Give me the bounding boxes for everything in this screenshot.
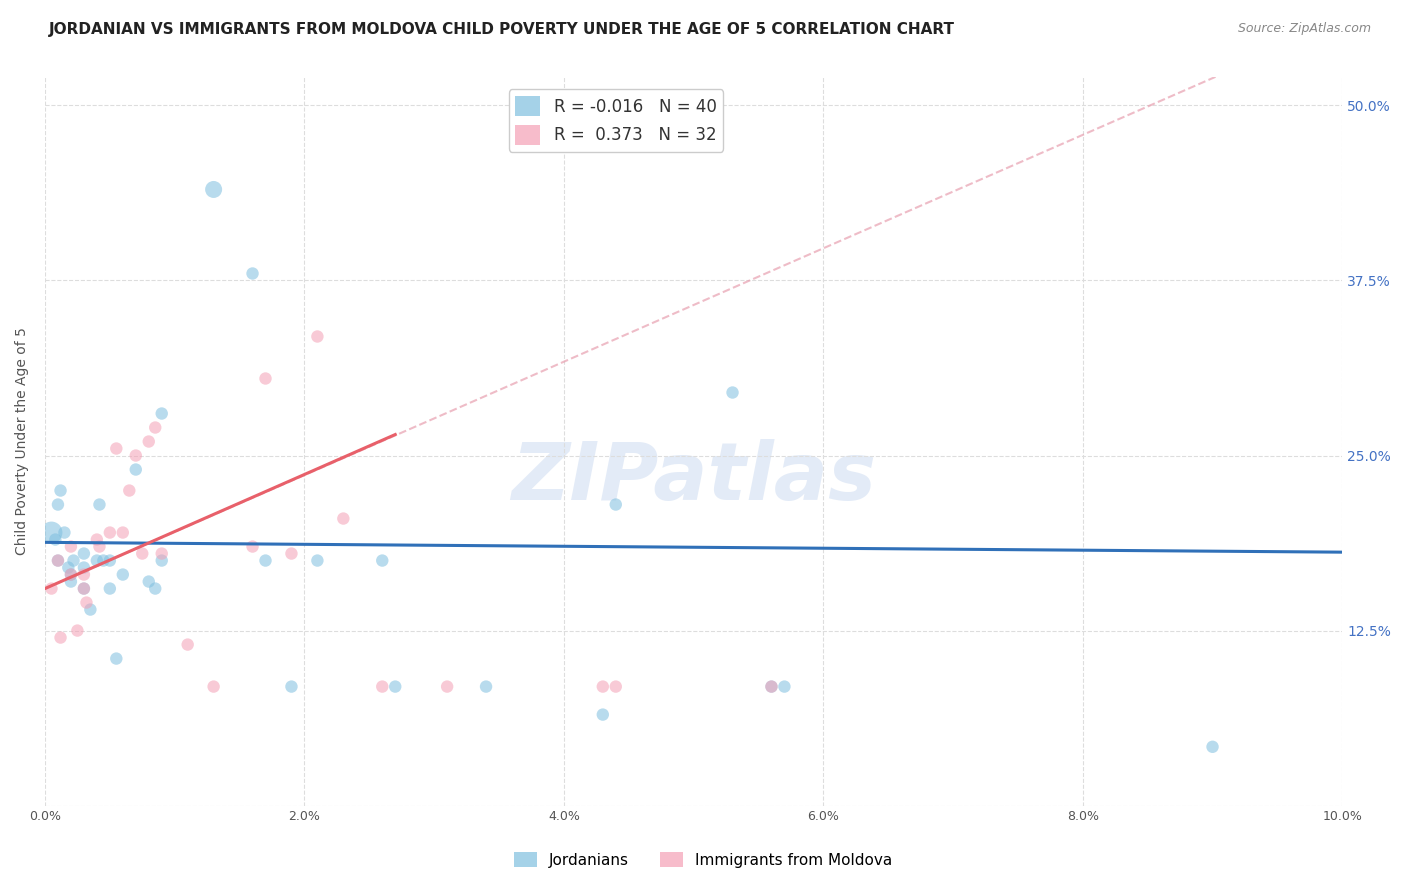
Point: [73, 582, 96, 596]
Point: [242, 540, 264, 554]
Text: Source: ZipAtlas.com: Source: ZipAtlas.com: [1237, 22, 1371, 36]
Point: [58, 560, 80, 574]
Point: [59, 567, 82, 582]
Point: [143, 420, 166, 434]
Point: [105, 651, 128, 665]
Point: [73, 567, 96, 582]
Point: [86, 553, 108, 567]
Point: [138, 574, 160, 589]
Point: [307, 553, 329, 567]
Point: [202, 680, 225, 694]
Point: [150, 407, 173, 421]
Point: [118, 483, 141, 498]
Point: [592, 707, 614, 722]
Point: [46, 553, 69, 567]
Point: [131, 547, 153, 561]
Point: [254, 371, 277, 385]
Point: [384, 680, 406, 694]
Point: [49, 483, 72, 498]
Point: [150, 547, 173, 561]
Point: [138, 434, 160, 449]
Point: [761, 680, 783, 694]
Point: [76, 596, 98, 610]
Point: [53, 525, 76, 540]
Legend: R = -0.016   N = 40, R =  0.373   N = 32: R = -0.016 N = 40, R = 0.373 N = 32: [509, 89, 723, 152]
Point: [280, 680, 302, 694]
Point: [111, 567, 134, 582]
Point: [1201, 739, 1223, 754]
Point: [86, 533, 108, 547]
Point: [41, 582, 63, 596]
Point: [98, 553, 121, 567]
Point: [44, 533, 66, 547]
Point: [371, 553, 394, 567]
Point: [592, 680, 614, 694]
Point: [59, 567, 82, 582]
Point: [93, 553, 115, 567]
Point: [332, 511, 354, 525]
Point: [79, 602, 101, 616]
Point: [59, 574, 82, 589]
Point: [176, 638, 198, 652]
Point: [89, 498, 111, 512]
Point: [49, 631, 72, 645]
Point: [202, 182, 225, 196]
Point: [475, 680, 498, 694]
Point: [371, 680, 394, 694]
Point: [105, 442, 128, 456]
Point: [436, 680, 458, 694]
Point: [125, 462, 148, 476]
Point: [125, 449, 148, 463]
Point: [59, 540, 82, 554]
Point: [62, 553, 84, 567]
Point: [46, 553, 69, 567]
Point: [605, 498, 627, 512]
Point: [41, 525, 63, 540]
Text: ZIPatlas: ZIPatlas: [512, 439, 876, 517]
Point: [73, 547, 96, 561]
Point: [307, 329, 329, 343]
Point: [605, 680, 627, 694]
Point: [111, 525, 134, 540]
Point: [98, 582, 121, 596]
Point: [89, 540, 111, 554]
Point: [761, 680, 783, 694]
Point: [242, 267, 264, 281]
Point: [721, 385, 744, 400]
Point: [73, 582, 96, 596]
Point: [254, 553, 277, 567]
Legend: Jordanians, Immigrants from Moldova: Jordanians, Immigrants from Moldova: [508, 846, 898, 873]
Y-axis label: Child Poverty Under the Age of 5: Child Poverty Under the Age of 5: [15, 327, 30, 556]
Point: [46, 498, 69, 512]
Point: [280, 547, 302, 561]
Point: [150, 553, 173, 567]
Point: [98, 525, 121, 540]
Point: [66, 624, 89, 638]
Point: [73, 560, 96, 574]
Point: [143, 582, 166, 596]
Point: [773, 680, 796, 694]
Text: JORDANIAN VS IMMIGRANTS FROM MOLDOVA CHILD POVERTY UNDER THE AGE OF 5 CORRELATIO: JORDANIAN VS IMMIGRANTS FROM MOLDOVA CHI…: [49, 22, 955, 37]
